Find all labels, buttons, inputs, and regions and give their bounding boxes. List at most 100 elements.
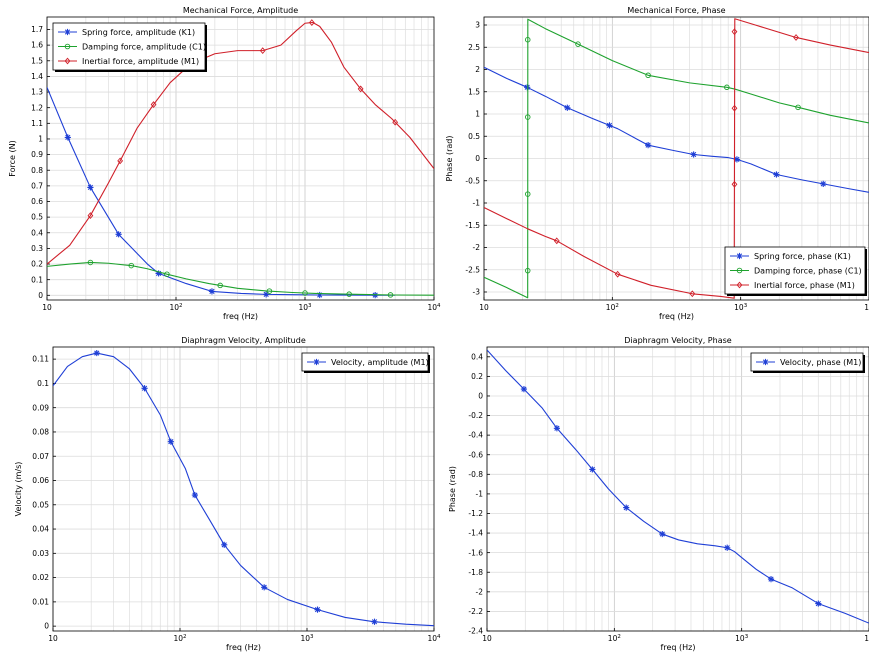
- data-point: [731, 180, 738, 188]
- plot-frame: [486, 346, 869, 632]
- data-point: [724, 544, 731, 551]
- x-tick-label: 10: [482, 634, 492, 643]
- y-tick-label: 0.06: [32, 476, 49, 485]
- y-tick-label: -2.4: [468, 627, 483, 636]
- y-tick-label: -1.6: [468, 548, 483, 557]
- chart-title: Mechanical Force, Amplitude: [183, 6, 298, 15]
- x-tick-label: 103: [300, 634, 314, 643]
- legend: Spring force, amplitude (K1) Damping forc…: [52, 22, 207, 72]
- data-point: [314, 606, 321, 613]
- data-point: [690, 151, 697, 158]
- legend-label: Damping force, amplitude (C1): [82, 42, 206, 51]
- data-point: [261, 584, 268, 591]
- data-point: [645, 142, 652, 149]
- series-1: [53, 349, 434, 627]
- x-tick-label: 102: [606, 303, 619, 312]
- y-tick-label: -0.2: [468, 411, 483, 420]
- y-tick-label: 0.01: [32, 597, 49, 606]
- data-point: [316, 291, 323, 299]
- y-tick-label: -2.2: [468, 607, 483, 616]
- x-tick-label: 102: [608, 634, 621, 643]
- data-point: [524, 191, 531, 197]
- y-tick-label: 0.1: [37, 379, 49, 388]
- data-point: [302, 290, 308, 296]
- data-point: [208, 288, 216, 295]
- y-tick-label: -1.8: [468, 568, 483, 577]
- y-tick-label: 0.4: [31, 228, 43, 237]
- x-tick-label: 102: [173, 634, 186, 643]
- series-1: [47, 87, 396, 299]
- x-tick-label: 10: [48, 634, 58, 643]
- data-point: [575, 41, 581, 47]
- data-point: [346, 291, 352, 297]
- legend-box: [52, 22, 206, 71]
- y-tick-label: 0.4: [471, 352, 483, 361]
- data-point: [371, 618, 378, 625]
- y-tick-label: 0.07: [32, 452, 49, 461]
- data-point: [221, 541, 228, 548]
- y-tick-label: -0.5: [465, 176, 480, 185]
- data-point: [645, 72, 651, 79]
- y-tick-label: 0.05: [32, 500, 49, 509]
- data-point: [357, 85, 364, 93]
- y-tick-label: -2: [473, 243, 481, 252]
- legend-marker: [736, 281, 743, 289]
- series-line: [484, 18, 869, 299]
- data-point: [87, 259, 94, 266]
- legend: Velocity, phase (M1): [750, 352, 865, 373]
- data-point: [141, 385, 148, 392]
- data-point: [731, 104, 738, 112]
- series-line: [47, 261, 434, 296]
- y-tick-label: 0.5: [468, 132, 480, 141]
- chart-title: Diaphragm Velocity, Amplitude: [181, 336, 306, 345]
- data-point: [623, 504, 630, 511]
- data-point: [191, 491, 198, 499]
- y-tick-label: 0.2: [471, 372, 483, 381]
- y-tick-label: 0.9: [31, 150, 43, 159]
- chart-title: Diaphragm Velocity, Phase: [624, 336, 731, 345]
- data-point: [128, 262, 135, 269]
- y-tick-label: 0.02: [32, 573, 49, 582]
- y-tick-label: 0.2: [31, 260, 43, 269]
- y-tick-label: 0.7: [31, 181, 43, 190]
- plot-frame: [46, 16, 435, 301]
- y-axis-label: Force (N): [8, 140, 17, 176]
- series-1: [484, 66, 869, 193]
- x-axis-label: freq (Hz): [659, 312, 694, 321]
- y-tick-label: -0.8: [468, 470, 483, 479]
- plot-2: Mechanical Force, Phase1010210310-3-2.5-…: [445, 6, 869, 321]
- legend-marker: [736, 252, 743, 260]
- y-tick-label: 1.5: [31, 56, 43, 65]
- data-point: [524, 114, 531, 120]
- y-tick-label: -1: [473, 199, 481, 208]
- chart-title: Mechanical Force, Phase: [627, 6, 725, 15]
- y-tick-label: 1.3: [31, 88, 43, 97]
- legend: Spring force, phase (K1) Damping force, p…: [724, 246, 867, 296]
- data-point: [564, 104, 571, 111]
- data-point: [606, 122, 613, 129]
- y-tick-label: 1.2: [31, 103, 43, 112]
- series-line: [484, 18, 869, 299]
- y-tick-label: -3: [473, 288, 481, 297]
- legend: Velocity, amplitude (M1): [301, 352, 430, 373]
- legend-box: [301, 352, 429, 372]
- series-line: [47, 21, 434, 265]
- legend-label: Velocity, amplitude (M1): [331, 358, 429, 367]
- y-tick-label: 0.5: [31, 213, 43, 222]
- data-point: [820, 180, 827, 187]
- data-point: [87, 184, 94, 191]
- data-point: [164, 271, 170, 277]
- data-point: [150, 101, 157, 108]
- data-point: [308, 19, 315, 26]
- x-tick-label: 10: [479, 303, 489, 312]
- y-tick-label: 1.6: [31, 41, 43, 50]
- data-point: [167, 438, 174, 445]
- x-tick-label: 104: [427, 303, 441, 312]
- data-point: [795, 104, 801, 111]
- y-tick-label: 0.04: [32, 525, 49, 534]
- data-point: [524, 36, 531, 43]
- y-axis-label: Phase (rad): [445, 136, 454, 182]
- data-point: [93, 349, 100, 357]
- y-tick-label: -2.5: [465, 265, 480, 274]
- data-point: [815, 600, 822, 607]
